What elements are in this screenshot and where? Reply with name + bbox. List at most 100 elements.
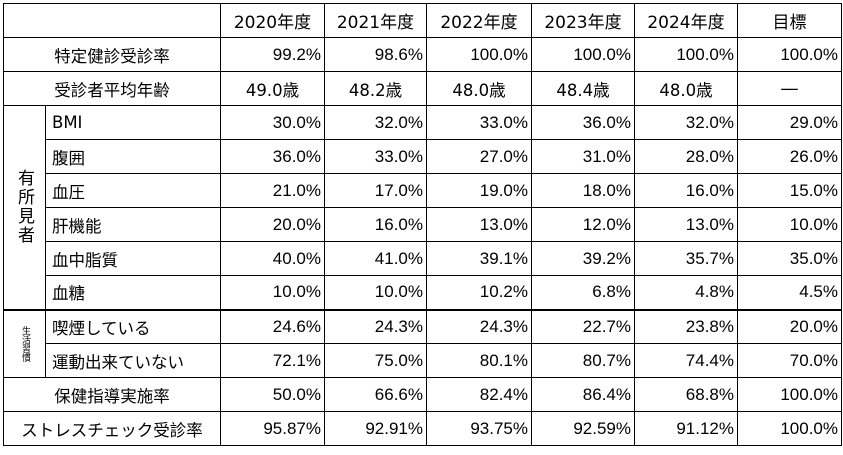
year-header: 2022年度	[426, 3, 532, 38]
table-row: 特定健診受診率 99.2% 98.6% 100.0% 100.0% 100.0%…	[3, 37, 842, 72]
table-cell: 92.59%	[531, 411, 635, 446]
table-cell: 10.0%	[220, 275, 325, 310]
table-row: 血圧 21.0% 17.0% 19.0% 18.0% 16.0% 15.0%	[4, 173, 842, 208]
table-cell: 92.91%	[324, 411, 427, 446]
table-cell: 35.7%	[634, 241, 738, 276]
table-cell: 32.0%	[324, 105, 427, 140]
table-cell: 40.0%	[220, 241, 325, 276]
table-cell: 93.75%	[426, 411, 532, 446]
table-row: 血糖 10.0% 10.0% 10.2% 6.8% 4.8% 4.5%	[4, 275, 842, 310]
table-cell: 19.0%	[426, 173, 532, 208]
table-cell: 100.0%	[737, 377, 842, 412]
table-cell: 23.8%	[634, 308, 738, 344]
target-header: 目標	[737, 3, 842, 38]
table-cell: 91.12%	[634, 411, 738, 446]
table-cell: 80.7%	[531, 343, 635, 378]
table-cell: 13.0%	[426, 207, 532, 242]
table-cell: 72.1%	[220, 343, 325, 378]
table-cell: 10.0%	[737, 207, 842, 242]
table-cell: 100.0%	[531, 37, 635, 72]
table-cell: 28.0%	[634, 139, 738, 174]
table-cell: 4.5%	[737, 275, 842, 310]
table-row: 有所見者 BMI 30.0% 32.0% 33.0% 36.0% 32.0% 2…	[3, 105, 842, 310]
table-cell: 48.2歳	[324, 71, 427, 106]
table-cell: 31.0%	[531, 139, 635, 174]
row-label: 肝機能	[45, 207, 221, 242]
table-cell: 82.4%	[426, 377, 532, 412]
table-cell: 86.4%	[531, 377, 635, 412]
table-cell: 33.0%	[426, 105, 532, 140]
table-cell: 24.6%	[220, 308, 325, 344]
table-cell: 39.1%	[426, 241, 532, 276]
table-cell: 48.0歳	[426, 71, 532, 106]
table-cell: 10.0%	[324, 275, 427, 310]
table-cell: 33.0%	[324, 139, 427, 174]
row-label: BMI	[45, 105, 221, 140]
health-statistics-table: 2020年度 2021年度 2022年度 2023年度 2024年度 目標 特定…	[3, 3, 842, 446]
row-label: 血中脂質	[45, 241, 221, 276]
table-cell: 22.7%	[531, 308, 635, 344]
table-cell: 18.0%	[531, 173, 635, 208]
table-cell: 32.0%	[634, 105, 738, 140]
table-cell: 100.0%	[426, 37, 532, 72]
table-cell: 41.0%	[324, 241, 427, 276]
table-cell: 99.2%	[220, 37, 325, 72]
row-label: 保健指導実施率	[3, 377, 221, 412]
table-cell: 70.0%	[737, 343, 842, 378]
table-cell: 10.2%	[426, 275, 532, 310]
row-label: 運動出来ていない	[45, 343, 221, 378]
table-cell: 16.0%	[634, 173, 738, 208]
table-cell: 15.0%	[737, 173, 842, 208]
table-cell: 95.87%	[220, 411, 325, 446]
header-row: 2020年度 2021年度 2022年度 2023年度 2024年度 目標	[3, 3, 842, 38]
table-cell: 100.0%	[737, 411, 842, 446]
year-header: 2023年度	[531, 3, 635, 38]
group-label-findings: 有所見者	[3, 105, 46, 310]
table-cell: 66.6%	[324, 377, 427, 412]
row-label: 特定健診受診率	[3, 37, 221, 72]
table-cell: 39.2%	[531, 241, 635, 276]
year-header: 2020年度	[220, 3, 325, 38]
table-cell: 16.0%	[324, 207, 427, 242]
row-label: 腹囲	[45, 139, 221, 174]
table-cell: 4.8%	[634, 275, 738, 310]
row-label: 血糖	[45, 275, 221, 310]
table-cell: 36.0%	[220, 139, 325, 174]
table-cell: 100.0%	[737, 37, 842, 72]
table-cell: 17.0%	[324, 173, 427, 208]
row-label: 喫煙している	[45, 308, 221, 344]
table-cell: ―	[737, 71, 842, 106]
table-cell: 100.0%	[634, 37, 738, 72]
table-row: 腹囲 36.0% 33.0% 27.0% 31.0% 28.0% 26.0%	[4, 139, 842, 174]
table-cell: 29.0%	[737, 105, 842, 140]
table-row: 保健指導実施率 50.0% 66.6% 82.4% 86.4% 68.8% 10…	[3, 377, 842, 412]
table-cell: 48.4歳	[531, 71, 635, 106]
header-corner	[3, 3, 221, 38]
table-cell: 30.0%	[220, 105, 325, 140]
table-cell: 75.0%	[324, 343, 427, 378]
table-cell: 68.8%	[634, 377, 738, 412]
table-cell: 48.0歳	[634, 71, 738, 106]
table-cell: 21.0%	[220, 173, 325, 208]
table-cell: 24.3%	[324, 308, 427, 344]
table-cell: 6.8%	[531, 275, 635, 310]
table-cell: 20.0%	[737, 308, 842, 344]
table-row: 肝機能 20.0% 16.0% 13.0% 12.0% 13.0% 10.0%	[4, 207, 842, 242]
table-cell: 80.1%	[426, 343, 532, 378]
table-row: 運動出来ていない 72.1% 75.0% 80.1% 80.7% 74.4% 7…	[4, 343, 842, 378]
table-cell: 74.4%	[634, 343, 738, 378]
year-header: 2024年度	[634, 3, 738, 38]
table-row: ストレスチェック受診率 95.87% 92.91% 93.75% 92.59% …	[3, 411, 842, 446]
table-row: 受診者平均年齢 49.0歳 48.2歳 48.0歳 48.4歳 48.0歳 ―	[3, 71, 842, 106]
row-label: 受診者平均年齢	[3, 71, 221, 106]
table-cell: 27.0%	[426, 139, 532, 174]
table-row: 生活習慣 喫煙している 24.6% 24.3% 24.3% 22.7% 23.8…	[3, 308, 842, 378]
table-row: 血中脂質 40.0% 41.0% 39.1% 39.2% 35.7% 35.0%	[4, 241, 842, 276]
table-cell: 13.0%	[634, 207, 738, 242]
row-label: ストレスチェック受診率	[3, 411, 221, 446]
table-cell: 36.0%	[531, 105, 635, 140]
table-cell: 98.6%	[324, 37, 427, 72]
table-cell: 20.0%	[220, 207, 325, 242]
table-cell: 26.0%	[737, 139, 842, 174]
table-cell: 35.0%	[737, 241, 842, 276]
